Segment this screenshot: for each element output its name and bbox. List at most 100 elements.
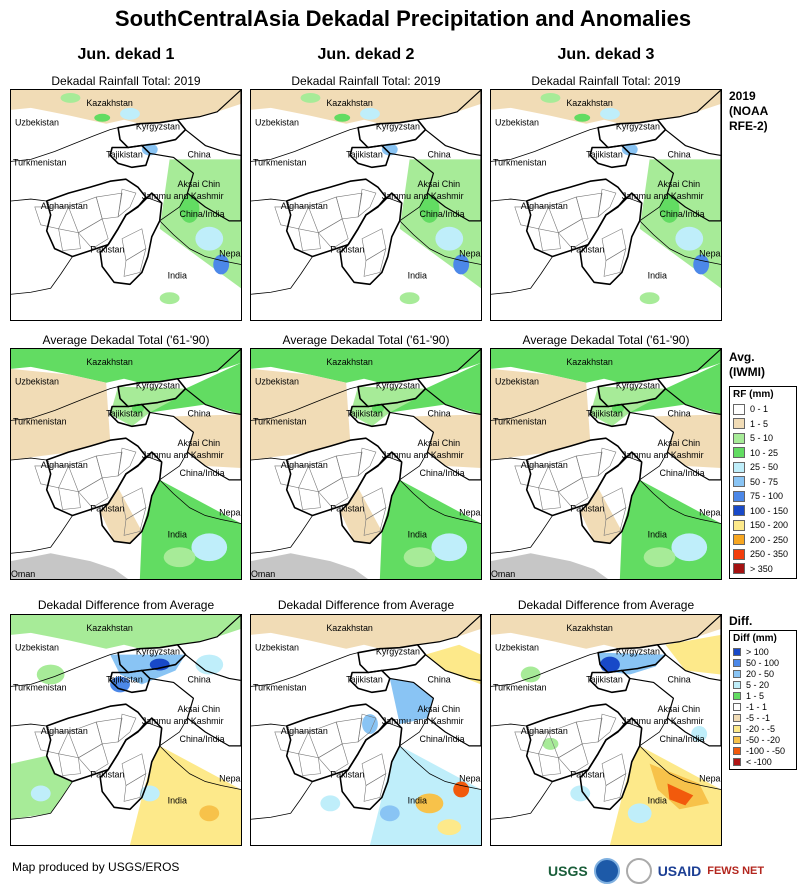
province-boundary [77, 743, 109, 775]
precip-cell [334, 113, 351, 122]
map-average-dekad-3: Kazakhstan Uzbekistan Kyrgyzstan Tajikistan… [490, 348, 722, 580]
province-boundary [557, 218, 589, 250]
kyrgyzstan-boundary [117, 118, 187, 149]
pakistan-boundary [579, 192, 643, 286]
label-india: India [408, 270, 427, 280]
precip-cell [520, 666, 541, 683]
province-boundary [538, 753, 561, 776]
rainfall-legend-swatch [733, 548, 745, 560]
rainfall-legend-label: 5 - 10 [750, 433, 774, 444]
rainfall-subtitle-1: Dekadal Rainfall Total: 2019 [51, 74, 201, 88]
label-kyrgyzstan: Kyrgyzstan [616, 122, 660, 132]
difference-legend-swatch [733, 757, 741, 766]
china-boundary [389, 349, 481, 481]
difference-legend-label: < -100 [746, 756, 772, 767]
label-turkmenistan: Turkmenistan [493, 157, 547, 167]
rainfall-legend-label: 25 - 50 [750, 462, 779, 473]
difference-legend-swatch [733, 658, 741, 667]
precip-region [251, 615, 481, 649]
precip-region [149, 362, 241, 415]
province-boundary [597, 713, 617, 743]
country-boundary [11, 386, 188, 554]
map-rainfall-dekad-2: Kazakhstan Uzbekistan Kyrgyzstan Tajikistan… [250, 89, 482, 321]
label-aksai-chin: Aksai Chin [658, 438, 701, 448]
label-afghanistan: Afghanistan [41, 726, 88, 736]
difference-legend-item: -5 - -1 [733, 712, 793, 723]
precip-region [350, 386, 426, 427]
label-pakistan: Pakistan [570, 770, 604, 780]
precip-cell [120, 107, 140, 120]
label-oman: Oman [251, 569, 275, 579]
province-boundary [117, 447, 137, 477]
usgs-logo: USGS [548, 863, 588, 879]
precip-cell [627, 803, 652, 824]
label-nepal: Nepal [219, 508, 241, 518]
label-china-india: China/India [420, 734, 465, 744]
precip-cell [574, 113, 591, 122]
province-boundary [363, 247, 387, 277]
label-china-india: China/India [660, 734, 705, 744]
map-difference-dekad-1-svg: Kazakhstan Uzbekistan Kyrgyzstan Tajikistan… [11, 615, 241, 845]
map-rainfall-dekad-1-svg: Kazakhstan Uzbekistan Kyrgyzstan Tajikistan… [11, 90, 241, 320]
difference-legend-item: -1 - 1 [733, 701, 793, 712]
label-uzbekistan: Uzbekistan [255, 377, 299, 387]
rainfall-legend-swatch [733, 490, 745, 502]
country-boundary [159, 745, 241, 790]
row-label-rainfall-line-2: (NOAA [729, 104, 769, 118]
difference-legend-label: 20 - 50 [746, 668, 775, 679]
precip-region [491, 615, 721, 649]
label-india: India [168, 795, 187, 805]
precip-cell [258, 93, 287, 106]
map-difference-dekad-1: Kazakhstan Uzbekistan Kyrgyzstan Tajikistan… [10, 614, 242, 846]
label-turkmenistan: Turkmenistan [253, 416, 307, 426]
country-boundary [251, 127, 428, 295]
rainfall-legend-label: 100 - 150 [750, 505, 789, 516]
label-uzbekistan: Uzbekistan [495, 118, 539, 128]
difference-legend-swatch [733, 735, 741, 744]
label-india: India [648, 529, 667, 539]
province-boundary [357, 447, 377, 477]
map-rainfall-dekad-3: Kazakhstan Uzbekistan Kyrgyzstan Tajikistan… [490, 89, 722, 321]
country-boundary [639, 745, 721, 790]
label-nepal: Nepal [219, 774, 241, 784]
difference-legend-label: > 100 [746, 646, 769, 657]
rainfall-legend-item: 75 - 100 [733, 489, 793, 504]
label-nepal: Nepal [219, 249, 241, 259]
label-jammu-kashmir: Jammu and Kashmir [142, 716, 224, 726]
rainfall-legend-swatch [733, 432, 745, 444]
map-rainfall-dekad-3-svg: Kazakhstan Uzbekistan Kyrgyzstan Tajikistan… [491, 90, 721, 320]
label-afghanistan: Afghanistan [41, 201, 88, 211]
tajikistan-boundary [349, 669, 391, 694]
province-boundary [298, 228, 321, 251]
country-boundary [399, 745, 481, 790]
average-subtitle-2: Average Dekadal Total ('61-'90) [282, 333, 450, 347]
column-header-3: Jun. dekad 3 [557, 46, 655, 63]
precip-cell [498, 93, 527, 106]
label-china: China [427, 149, 450, 159]
province-boundary [123, 247, 147, 277]
sea-area [491, 553, 608, 579]
rainfall-legend-swatch [733, 461, 745, 473]
rainfall-legend-swatch [733, 476, 745, 488]
label-turkmenistan: Turkmenistan [253, 682, 307, 692]
difference-subtitle-2: Dekadal Difference from Average [277, 598, 455, 612]
province-boundary [317, 743, 349, 775]
label-uzbekistan: Uzbekistan [15, 643, 59, 653]
kyrgyzstan-boundary [357, 643, 427, 674]
difference-legend-item: -20 - -5 [733, 723, 793, 734]
label-tajikistan: Tajikistan [346, 674, 383, 684]
label-kazakhstan: Kazakhstan [566, 623, 613, 633]
china-boundary [629, 615, 721, 747]
precip-cell [621, 143, 638, 156]
tajikistan-boundary [349, 403, 391, 428]
map-difference-dekad-2-svg: Kazakhstan Uzbekistan Kyrgyzstan Tajikistan… [251, 615, 481, 845]
pakistan-boundary [99, 717, 163, 811]
country-boundary [399, 479, 481, 524]
precip-region [389, 362, 481, 415]
label-aksai-chin: Aksai Chin [418, 438, 461, 448]
precip-cell [415, 793, 444, 814]
province-boundary [317, 218, 349, 250]
label-aksai-chin: Aksai Chin [178, 704, 221, 714]
label-jammu-kashmir: Jammu and Kashmir [382, 191, 464, 201]
precip-cell [18, 93, 47, 106]
